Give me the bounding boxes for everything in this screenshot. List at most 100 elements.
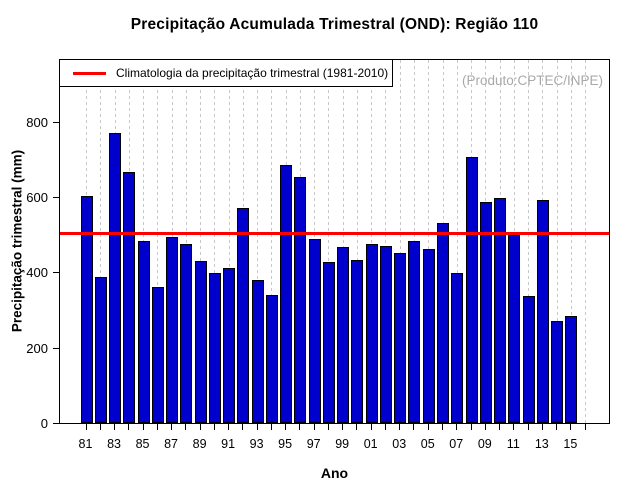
y-tick-label: 400 bbox=[26, 265, 48, 281]
bar-1997 bbox=[308, 239, 321, 423]
x-tick-label: 99 bbox=[335, 437, 350, 451]
x-tick-label: 87 bbox=[164, 437, 178, 451]
bar-2004 bbox=[408, 241, 421, 423]
bar-1982 bbox=[94, 277, 107, 423]
x-tick-label: 05 bbox=[420, 437, 435, 451]
legend-label: Climatologia da precipitação trimestral … bbox=[116, 66, 389, 80]
x-tick bbox=[584, 424, 586, 430]
x-tick bbox=[470, 424, 472, 430]
x-tick-label: 97 bbox=[306, 437, 321, 451]
x-tick-label: 95 bbox=[278, 437, 293, 451]
gridline bbox=[200, 60, 202, 423]
gridline bbox=[585, 60, 587, 423]
product-watermark: (Produto:CPTEC/INPE) bbox=[461, 73, 603, 88]
x-tick-label: 85 bbox=[135, 437, 150, 451]
y-tick bbox=[53, 196, 59, 198]
legend-box: Climatologia da precipitação trimestral … bbox=[59, 59, 393, 87]
x-tick bbox=[213, 424, 215, 430]
y-tick-label: 200 bbox=[26, 340, 48, 356]
bar-1992 bbox=[237, 208, 250, 423]
x-tick bbox=[327, 424, 329, 430]
bar-1994 bbox=[265, 295, 278, 423]
gridline bbox=[556, 60, 558, 423]
bar-2001 bbox=[365, 244, 378, 423]
x-tick bbox=[228, 424, 230, 430]
x-tick bbox=[128, 424, 130, 430]
bar-2000 bbox=[351, 260, 364, 423]
gridline bbox=[342, 60, 344, 423]
x-tick bbox=[114, 424, 116, 430]
bar-1983 bbox=[109, 133, 122, 423]
x-tick bbox=[456, 424, 458, 430]
bar-2015 bbox=[565, 316, 578, 423]
bar-1991 bbox=[223, 268, 236, 423]
x-tick bbox=[370, 424, 372, 430]
gridline bbox=[528, 60, 530, 423]
x-tick bbox=[541, 424, 543, 430]
x-tick-label: 13 bbox=[534, 437, 549, 451]
bar-1996 bbox=[294, 177, 307, 423]
gridline bbox=[428, 60, 430, 423]
bar-1995 bbox=[280, 165, 293, 423]
x-tick-label: 01 bbox=[363, 437, 378, 451]
bar-1986 bbox=[151, 287, 164, 423]
x-tick-label: 07 bbox=[449, 437, 464, 451]
bar-2009 bbox=[479, 202, 492, 423]
x-tick-label: 91 bbox=[221, 437, 236, 451]
x-tick-label: 03 bbox=[392, 437, 407, 451]
gridline bbox=[399, 60, 401, 423]
gridline bbox=[328, 60, 330, 423]
bar-2003 bbox=[394, 253, 407, 423]
bar-2011 bbox=[508, 235, 521, 423]
y-tick bbox=[53, 121, 59, 123]
bar-2014 bbox=[551, 321, 564, 423]
bar-1999 bbox=[337, 247, 350, 423]
gridline bbox=[356, 60, 358, 423]
x-tick bbox=[313, 424, 315, 430]
gridline bbox=[100, 60, 102, 423]
x-tick bbox=[242, 424, 244, 430]
bar-2010 bbox=[494, 198, 507, 423]
gridline bbox=[157, 60, 159, 423]
x-tick bbox=[199, 424, 201, 430]
x-tick-label: 09 bbox=[477, 437, 492, 451]
x-tick bbox=[342, 424, 344, 430]
x-tick bbox=[556, 424, 558, 430]
x-tick bbox=[499, 424, 501, 430]
bar-1985 bbox=[137, 241, 150, 423]
x-tick bbox=[270, 424, 272, 430]
x-tick-label: 15 bbox=[563, 437, 578, 451]
climatology-line bbox=[60, 232, 609, 236]
bar-2006 bbox=[437, 223, 449, 423]
x-tick bbox=[156, 424, 158, 430]
x-tick-label: 11 bbox=[506, 437, 520, 451]
x-tick bbox=[285, 424, 287, 430]
x-tick bbox=[413, 424, 415, 430]
x-tick bbox=[256, 424, 258, 430]
x-tick bbox=[299, 424, 301, 430]
x-tick bbox=[85, 424, 87, 430]
bar-1987 bbox=[166, 237, 179, 423]
chart-title: Precipitação Acumulada Trimestral (OND):… bbox=[130, 16, 539, 33]
bar-2008 bbox=[465, 157, 478, 423]
bar-1990 bbox=[208, 273, 221, 423]
gridline bbox=[214, 60, 216, 423]
gridline bbox=[371, 60, 373, 423]
y-tick bbox=[53, 347, 59, 349]
gridline bbox=[271, 60, 273, 423]
gridline bbox=[257, 60, 259, 423]
gridline bbox=[385, 60, 387, 423]
x-axis-label: Ano bbox=[320, 465, 349, 481]
x-tick bbox=[399, 424, 401, 430]
x-tick-label: 81 bbox=[78, 437, 93, 451]
bar-1993 bbox=[251, 280, 264, 423]
bar-1989 bbox=[194, 261, 207, 423]
bar-2002 bbox=[379, 246, 392, 423]
y-tick bbox=[53, 272, 59, 274]
y-axis-label: Precipitação trimestral (mm) bbox=[9, 149, 25, 333]
bar-2012 bbox=[522, 296, 535, 423]
legend-line-sample bbox=[73, 71, 106, 75]
bar-2005 bbox=[422, 249, 435, 423]
x-tick bbox=[384, 424, 386, 430]
x-tick bbox=[142, 424, 144, 430]
